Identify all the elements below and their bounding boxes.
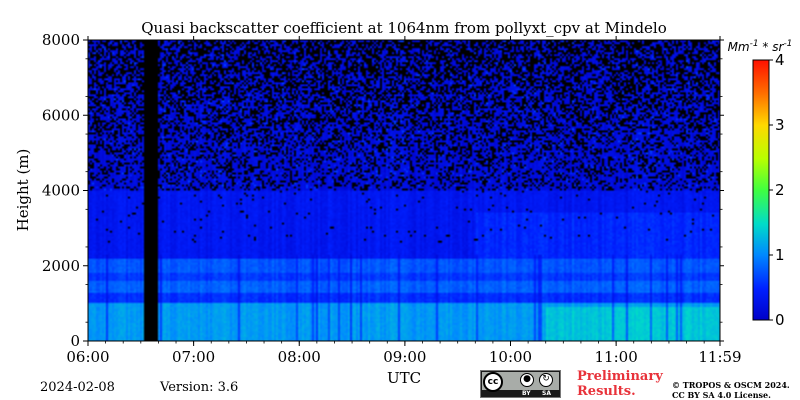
preliminary-line-2: Results. [577,384,636,399]
x-axis: 06:00 07:00 08:00 09:00 10:00 11:00 11:59 [66,36,742,366]
copyright-line-2: CC BY SA 4.0 License. [672,390,771,400]
y-axis-label: Height (m) [14,149,32,232]
colorbar-tick-label: 3 [775,116,785,134]
x-tick-label: 11:59 [698,348,741,366]
x-tick-label: 09:00 [383,348,426,366]
heatmap-image [88,40,720,341]
cc-logo-icon: cc [483,372,503,392]
preliminary-line-1: Preliminary [577,369,663,384]
footer-date: 2024-02-08 [40,380,115,395]
sa-label: SA [542,390,551,397]
x-tick-label: 06:00 [66,348,109,366]
x-tick-label: 10:00 [489,348,532,366]
colorbar-tick-label: 0 [775,311,785,329]
footer-version: Version: 3.6 [160,380,239,395]
sa-share-icon: ↻ [539,373,553,387]
by-label: BY [522,390,531,397]
x-tick-label: 08:00 [278,348,321,366]
by-person-icon: ● [520,373,534,387]
colorbar: 0 1 2 3 4 Mm-1 * sr-1 [728,39,793,329]
y-tick-label: 4000 [42,182,80,200]
y-axis: 0 2000 4000 6000 8000 [42,31,724,350]
plot-area [87,39,721,342]
x-tick-label: 07:00 [172,348,215,366]
colorbar-tick-label: 1 [775,246,785,264]
copyright-line-1: © TROPOS & OSCM 2024. [672,380,790,390]
chart-title: Quasi backscatter coefficient at 1064nm … [141,19,667,37]
colorbar-unit-label: Mm-1 * sr-1 [728,39,793,54]
x-axis-label: UTC [387,369,421,387]
cc-license-badge: cc ● ↻ BY SA [480,370,561,398]
y-tick-label: 6000 [42,106,80,124]
colorbar-tick-label: 2 [775,181,785,199]
x-tick-label: 11:00 [595,348,638,366]
copyright-notice: © TROPOS & OSCM 2024. CC BY SA 4.0 Licen… [672,380,790,400]
colorbar-tick-label: 4 [775,51,785,69]
y-tick-label: 2000 [42,257,80,275]
y-tick-label: 8000 [42,31,80,49]
colorbar-gradient [752,59,770,321]
preliminary-notice: Preliminary Results. [577,369,663,399]
y-tick-label: 0 [70,332,80,350]
